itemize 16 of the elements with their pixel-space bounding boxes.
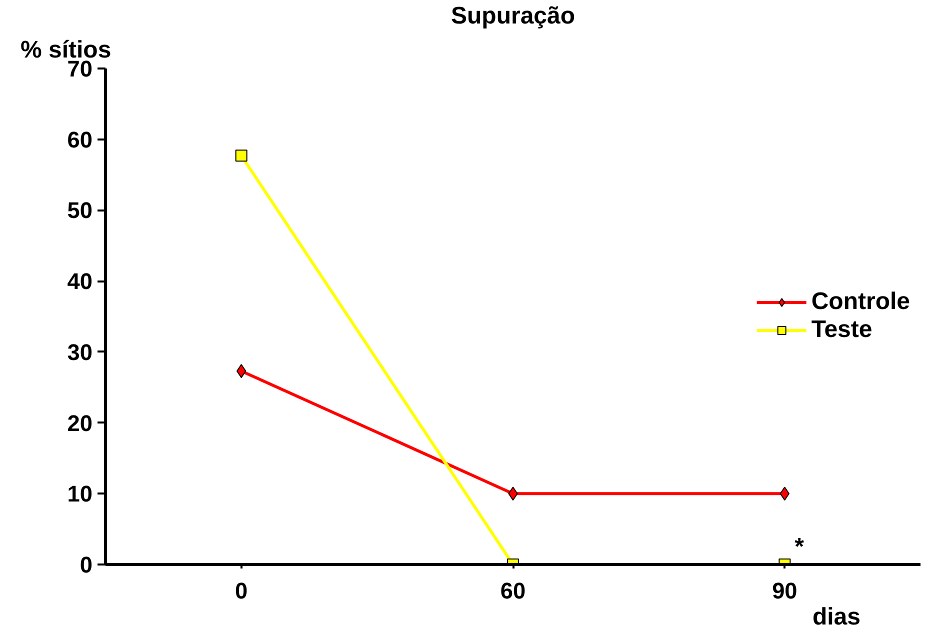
y-tick-label: 10: [67, 480, 92, 507]
y-tick-label: 30: [67, 338, 92, 365]
annotation: *: [794, 534, 805, 560]
point: [235, 150, 248, 162]
chart-title: Supuração: [450, 2, 576, 30]
y-tick-label: 50: [67, 197, 92, 224]
y-tick-label: 60: [67, 126, 92, 152]
x-tick-label: 0: [235, 578, 248, 604]
y-tick-label: 20: [67, 410, 92, 436]
x-axis-title: dias: [812, 604, 861, 630]
legend-label: Controle: [811, 288, 910, 316]
x-tick-label: 90: [772, 578, 798, 604]
y-tick-label: 0: [80, 552, 93, 578]
x-tick-label: 60: [500, 578, 526, 604]
y-tick-label: 40: [67, 268, 92, 294]
legend-label: Teste: [811, 316, 872, 344]
